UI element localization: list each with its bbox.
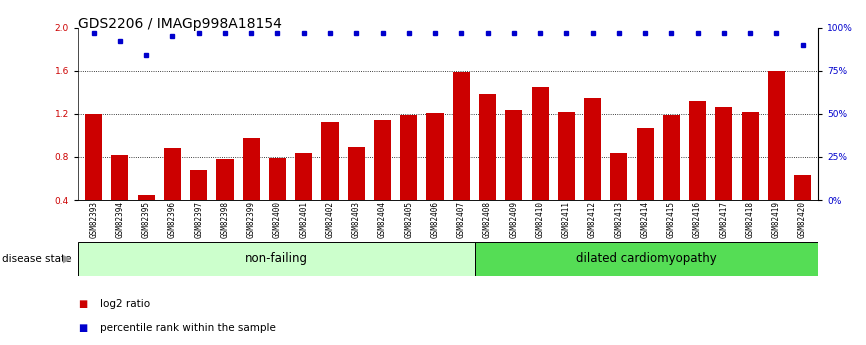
Bar	[637, 128, 654, 243]
Text: ▶: ▶	[63, 254, 72, 264]
Bar	[584, 98, 601, 243]
Bar	[295, 152, 313, 243]
Bar	[374, 120, 391, 243]
Text: non-failing: non-failing	[245, 252, 307, 265]
Bar	[611, 152, 627, 243]
Text: ■: ■	[78, 323, 87, 333]
Bar	[269, 158, 286, 243]
Bar	[662, 115, 680, 243]
Bar	[78, 241, 475, 276]
Text: GDS2206 / IMAGp998A18154: GDS2206 / IMAGp998A18154	[78, 17, 281, 31]
Bar	[505, 110, 522, 243]
Bar	[794, 175, 811, 243]
Text: ■: ■	[78, 299, 87, 308]
Bar	[191, 170, 207, 243]
Bar	[138, 195, 155, 243]
Bar	[426, 113, 443, 243]
Text: percentile rank within the sample: percentile rank within the sample	[100, 323, 275, 333]
Bar	[689, 101, 706, 243]
Bar	[400, 115, 417, 243]
Text: log2 ratio: log2 ratio	[100, 299, 150, 308]
Bar	[164, 148, 181, 243]
Text: dilated cardiomyopathy: dilated cardiomyopathy	[576, 252, 717, 265]
Bar	[85, 114, 102, 243]
Bar	[348, 147, 365, 243]
Bar	[475, 241, 818, 276]
Bar	[321, 122, 339, 243]
Text: disease state: disease state	[2, 254, 71, 264]
Bar	[715, 107, 733, 243]
Bar	[112, 155, 128, 243]
Bar	[242, 138, 260, 243]
Bar	[216, 159, 234, 243]
Bar	[479, 95, 496, 243]
Bar	[768, 71, 785, 243]
Bar	[741, 112, 759, 243]
Bar	[558, 112, 575, 243]
Bar	[532, 87, 548, 243]
Bar	[453, 72, 470, 243]
